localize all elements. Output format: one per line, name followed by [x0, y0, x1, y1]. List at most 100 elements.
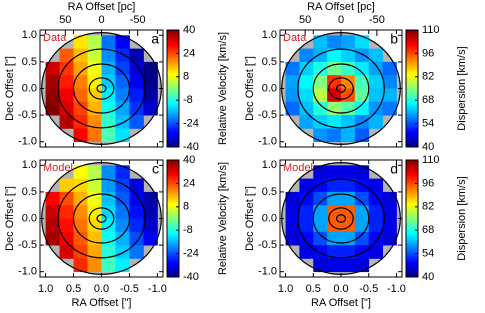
panel-label: Model	[43, 162, 73, 174]
colorbar-step	[167, 245, 179, 249]
cell	[382, 61, 397, 76]
cell	[87, 115, 102, 129]
colorbar-step	[167, 143, 179, 146]
colorbar-step	[167, 247, 179, 251]
cell	[73, 128, 88, 143]
colorbar-step	[167, 177, 179, 180]
cell	[299, 101, 314, 116]
colorbar-step	[406, 59, 418, 62]
cell	[354, 218, 370, 233]
contour	[297, 178, 385, 259]
cell	[354, 101, 370, 116]
cell	[45, 231, 60, 246]
colorbar-step	[406, 267, 418, 270]
cell	[73, 115, 88, 129]
colorbar-step	[406, 115, 418, 119]
cell	[129, 88, 144, 103]
colorbar-step	[406, 82, 418, 85]
colorbar-step	[167, 239, 179, 243]
x-tick-label: 0.5	[306, 283, 321, 295]
x2-tick-label: 0	[338, 14, 344, 26]
y-tick-label: 0.5	[22, 56, 37, 68]
colorbar-step	[406, 232, 418, 235]
colorbar-step	[167, 179, 179, 182]
panel	[41, 32, 162, 145]
colorbar-step	[167, 135, 179, 138]
panel-label: Data	[43, 32, 67, 44]
cell	[73, 101, 88, 116]
colorbar-step	[406, 31, 418, 35]
cell	[368, 115, 383, 129]
cell	[285, 231, 300, 246]
colorbar-tick-label: 24	[183, 47, 195, 59]
cell	[129, 231, 144, 246]
panel	[41, 162, 162, 275]
colorbar-step	[406, 183, 418, 186]
cell	[313, 165, 328, 180]
colorbar-step	[167, 94, 179, 97]
x2-axis-label: RA Offset [pc]	[68, 1, 136, 13]
cell	[73, 231, 88, 246]
colorbar-step	[167, 249, 179, 253]
cell	[59, 178, 74, 193]
colorbar-step	[167, 251, 179, 254]
colorbar-step	[406, 121, 418, 124]
colorbar-step	[167, 109, 179, 113]
cell	[115, 218, 130, 233]
colorbar-step	[167, 243, 179, 247]
y-tick-label: -1.0	[18, 136, 37, 148]
colorbar-step	[167, 96, 179, 99]
contour	[312, 193, 370, 244]
colorbar-step	[167, 265, 179, 268]
colorbar-step	[406, 160, 418, 163]
colorbar-step	[167, 175, 179, 178]
colorbar-step	[167, 63, 179, 66]
cell	[115, 245, 130, 259]
colorbar-step	[167, 200, 179, 204]
cell	[299, 75, 314, 89]
panel-label: Data	[283, 32, 307, 44]
colorbar-step	[406, 49, 418, 52]
x-axis-label: RA Offset ["]	[311, 297, 371, 309]
colorbar-step	[167, 267, 179, 270]
colorbar-step	[167, 169, 179, 173]
colorbar-tick-label: 40	[422, 271, 434, 283]
cell	[101, 165, 116, 180]
y-tick-label: -1.0	[258, 266, 277, 278]
colorbar-step	[406, 199, 418, 202]
colorbar-step	[167, 228, 179, 231]
cell	[382, 205, 397, 219]
cell	[87, 165, 102, 180]
colorbar-step	[406, 41, 418, 45]
colorbar-step	[167, 199, 179, 202]
colorbar-step	[406, 171, 418, 175]
y-tick-label: 0.0	[262, 212, 277, 224]
colorbar-step	[406, 55, 418, 58]
cell	[87, 48, 102, 63]
colorbar-step	[406, 84, 418, 87]
y-tick-label: 1.0	[262, 29, 277, 41]
colorbar-step	[406, 226, 418, 229]
colorbar-step	[167, 218, 179, 221]
cell	[299, 61, 314, 76]
colorbar-step	[167, 55, 179, 58]
cell	[59, 231, 74, 246]
colorbar-step	[406, 165, 418, 169]
colorbar-step	[167, 185, 179, 188]
colorbar-step	[167, 212, 179, 215]
cell	[143, 75, 158, 89]
x2-tick-label: 50	[299, 14, 311, 26]
colorbar-step	[406, 106, 418, 109]
colorbar-step	[406, 127, 418, 130]
colorbar-step	[167, 65, 179, 68]
cell	[45, 205, 60, 219]
cell	[313, 231, 328, 246]
cell	[129, 205, 144, 219]
colorbar-step	[406, 119, 418, 123]
colorbar-step	[406, 243, 418, 247]
colorbar-step	[167, 47, 179, 50]
colorbar-step	[167, 181, 179, 184]
colorbar-step	[406, 33, 418, 37]
cell	[59, 218, 74, 233]
